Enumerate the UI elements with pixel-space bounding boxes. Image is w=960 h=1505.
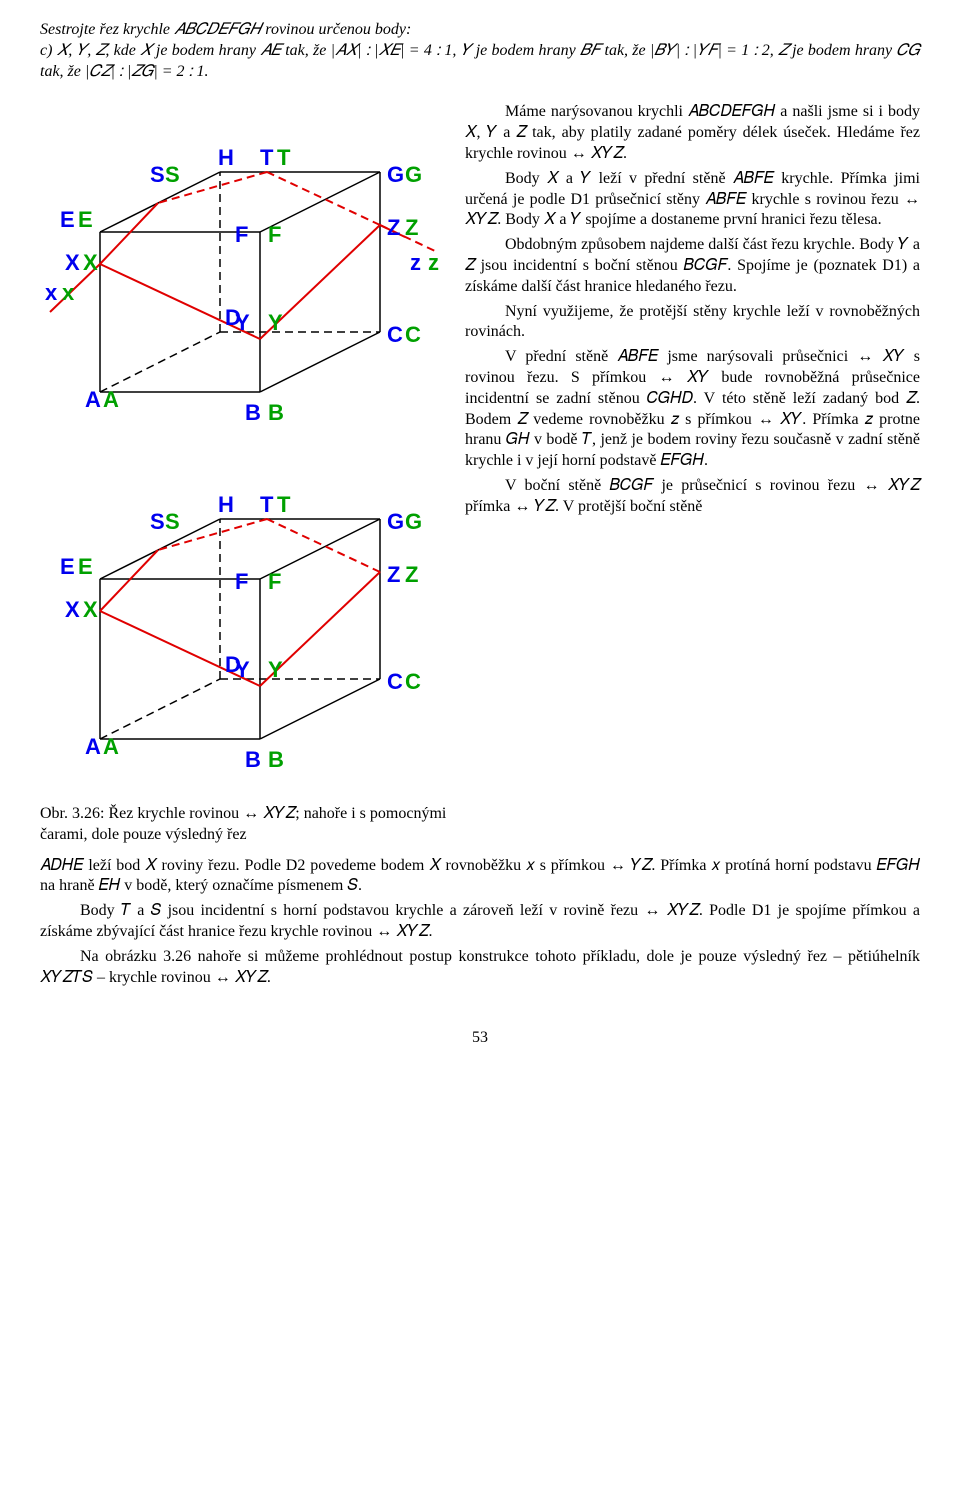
svg-text:S: S <box>165 162 180 187</box>
svg-text:A: A <box>85 387 101 412</box>
svg-text:X: X <box>83 597 98 622</box>
para-5: V přední stěně 𝐴𝐵𝐹𝐸 jsme narýsovali průs… <box>465 347 920 472</box>
problem-line1: Sestrojte řez krychle 𝐴𝐵𝐶𝐷𝐸𝐹𝐺𝐻 rovinou u… <box>40 20 920 41</box>
para-1: Máme narýsovanou krychli 𝐴𝐵𝐶𝐷𝐸𝐹𝐺𝐻 a našl… <box>465 102 920 164</box>
svg-text:B: B <box>268 747 284 772</box>
svg-text:z: z <box>428 250 439 275</box>
cube-diagram-top: AA BB CC D EE FF GG H XX YY ZZ SS TT xx … <box>40 102 450 442</box>
svg-text:F: F <box>268 569 281 594</box>
svg-text:x: x <box>45 280 58 305</box>
svg-text:X: X <box>65 597 80 622</box>
svg-text:S: S <box>150 509 165 534</box>
cont-p2: Body 𝑇 a 𝑆 jsou incidentní s horní podst… <box>40 901 920 943</box>
svg-text:T: T <box>277 145 291 170</box>
svg-text:G: G <box>387 509 404 534</box>
svg-text:T: T <box>277 492 291 517</box>
para-3: Obdobným způsobem najdeme další část řez… <box>465 235 920 297</box>
problem-line2: c) 𝑋, 𝑌, 𝑍, kde 𝑋 je bodem hrany 𝐴𝐸 tak,… <box>40 41 920 83</box>
svg-text:A: A <box>85 734 101 759</box>
svg-text:Y: Y <box>268 310 283 335</box>
continuation-text: 𝐴𝐷𝐻𝐸 leží bod 𝑋 roviny řezu. Podle D2 po… <box>40 856 920 989</box>
page-number: 53 <box>40 1028 920 1049</box>
svg-text:B: B <box>268 400 284 425</box>
svg-text:S: S <box>150 162 165 187</box>
svg-text:C: C <box>387 322 403 347</box>
para-4: Nyní využijeme, že protější stěny krychl… <box>465 302 920 344</box>
svg-text:H: H <box>218 492 234 517</box>
svg-text:E: E <box>60 554 75 579</box>
svg-text:H: H <box>218 145 234 170</box>
svg-text:A: A <box>103 734 119 759</box>
svg-text:Z: Z <box>387 215 400 240</box>
svg-text:F: F <box>268 222 281 247</box>
svg-text:A: A <box>103 387 119 412</box>
svg-text:Y: Y <box>235 657 250 682</box>
svg-text:Z: Z <box>405 562 418 587</box>
svg-text:F: F <box>235 222 248 247</box>
svg-text:z: z <box>410 250 421 275</box>
svg-text:T: T <box>260 492 274 517</box>
svg-text:X: X <box>65 250 80 275</box>
svg-text:B: B <box>245 400 261 425</box>
svg-text:C: C <box>405 669 421 694</box>
svg-text:F: F <box>235 569 248 594</box>
svg-text:G: G <box>405 162 422 187</box>
svg-text:T: T <box>260 145 274 170</box>
cont-p3: Na obrázku 3.26 nahoře si můžeme prohléd… <box>40 947 920 989</box>
cont-p1: 𝐴𝐷𝐻𝐸 leží bod 𝑋 roviny řezu. Podle D2 po… <box>40 856 920 898</box>
svg-text:x: x <box>62 280 75 305</box>
svg-text:Y: Y <box>268 657 283 682</box>
cube-diagram-bottom: AA BB CC D EE FF GG H XX YY ZZ SS TT <box>40 449 450 789</box>
svg-text:S: S <box>165 509 180 534</box>
svg-text:B: B <box>245 747 261 772</box>
svg-text:E: E <box>60 207 75 232</box>
svg-text:C: C <box>405 322 421 347</box>
svg-text:G: G <box>387 162 404 187</box>
svg-text:Y: Y <box>235 310 250 335</box>
main-content: AA BB CC D EE FF GG H XX YY ZZ SS TT xx … <box>40 102 920 845</box>
svg-text:Z: Z <box>405 215 418 240</box>
svg-text:C: C <box>387 669 403 694</box>
svg-text:E: E <box>78 207 93 232</box>
svg-text:E: E <box>78 554 93 579</box>
figure-column: AA BB CC D EE FF GG H XX YY ZZ SS TT xx … <box>40 102 450 845</box>
text-column: Máme narýsovanou krychli 𝐴𝐵𝐶𝐷𝐸𝐹𝐺𝐻 a našl… <box>465 102 920 521</box>
problem-statement: Sestrojte řez krychle 𝐴𝐵𝐶𝐷𝐸𝐹𝐺𝐻 rovinou u… <box>40 20 920 82</box>
svg-text:G: G <box>405 509 422 534</box>
svg-text:Z: Z <box>387 562 400 587</box>
figure-caption: Obr. 3.26: Řez krychle rovinou ↔ 𝑋𝑌𝑍; na… <box>40 804 450 846</box>
para-6: V boční stěně 𝐵𝐶𝐺𝐹 je průsečnicí s rovin… <box>465 476 920 518</box>
para-2: Body 𝑋 a 𝑌 leží v přední stěně 𝐴𝐵𝐹𝐸 kryc… <box>465 169 920 231</box>
svg-text:X: X <box>83 250 98 275</box>
